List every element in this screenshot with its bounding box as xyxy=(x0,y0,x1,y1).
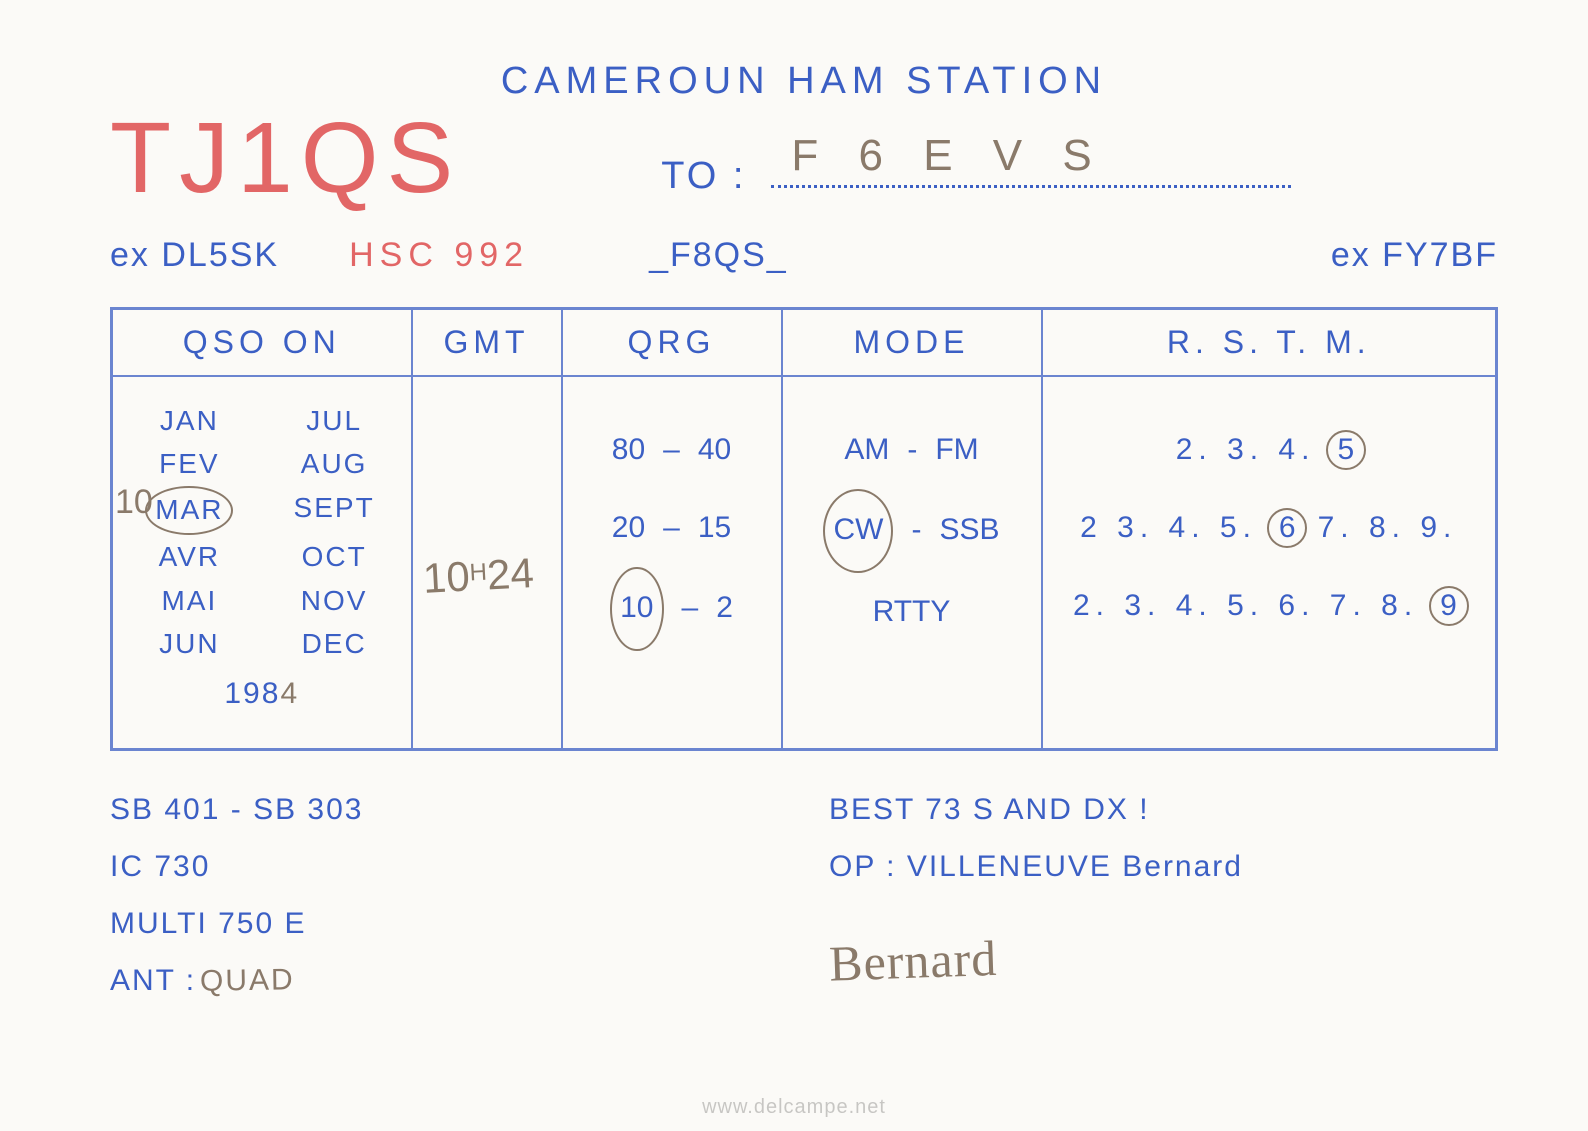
qrg-row: 10–2 xyxy=(579,567,765,651)
month: JAN xyxy=(160,399,219,442)
ant-line: ANT :QUAD xyxy=(110,952,779,1009)
callsign: TJ1QS xyxy=(110,108,461,208)
cell-qso-on: 10 JAN JUL FEV AUG MAR SEPT AVR OCT MAI NOV JUN DEC… xyxy=(112,376,412,749)
month: MAI xyxy=(161,579,217,622)
cell-gmt: 10H24 xyxy=(412,376,562,749)
day-handwritten: 10 xyxy=(115,483,153,522)
month: AUG xyxy=(301,442,368,485)
hsc-number: HSC 992 xyxy=(349,236,529,275)
cell-mode: AM-FMCW-SSBRTTY xyxy=(782,376,1042,749)
watermark: www.delcampe.net xyxy=(702,1096,886,1119)
col-qrg: QRG xyxy=(562,309,782,377)
mode-row: RTTY xyxy=(799,573,1025,651)
month: JUN xyxy=(159,622,219,665)
month: FEV xyxy=(159,442,219,485)
months-grid: JAN JUL FEV AUG MAR SEPT AVR OCT MAI NOV JUN DEC xyxy=(129,399,395,665)
cell-rstm: 2. 3. 4. 52 3. 4. 5. 6 7. 8. 9. 2. 3. 4.… xyxy=(1042,376,1497,749)
month: DEC xyxy=(302,622,367,665)
col-mode: MODE xyxy=(782,309,1042,377)
bottom-block: SB 401 - SB 303 IC 730 MULTI 750 E ANT :… xyxy=(110,781,1498,1009)
callsign-row: TJ1QS TO : F 6 E V S xyxy=(110,108,1498,208)
best73: BEST 73 S AND DX ! xyxy=(829,781,1498,838)
col-qso-on: QSO ON xyxy=(112,309,412,377)
equip-line: MULTI 750 E xyxy=(110,895,779,952)
rstm-row: 2. 3. 4. 5. 6. 7. 8. 9 xyxy=(1059,567,1480,645)
col-rstm: R. S. T. M. xyxy=(1042,309,1497,377)
ex-fy7bf: ex FY7BF xyxy=(1331,236,1498,275)
qrg-row: 20–15 xyxy=(579,489,765,567)
month: NOV xyxy=(301,579,368,622)
rstm-row: 2 3. 4. 5. 6 7. 8. 9. xyxy=(1059,489,1480,567)
ex-callsigns-row: ex DL5SK HSC 992 _F8QS_ ex FY7BF xyxy=(110,236,1498,275)
to-block: TO : F 6 E V S xyxy=(661,146,1291,198)
year-written: 4 xyxy=(280,677,299,710)
equip-line: IC 730 xyxy=(110,838,779,895)
operator-line: OP : VILLENEUVE Bernard xyxy=(829,838,1498,895)
qrg-row: 80–40 xyxy=(579,411,765,489)
to-label: TO : xyxy=(661,155,746,198)
year: 1984 xyxy=(129,671,395,718)
station-title: CAMEROUN HAM STATION xyxy=(110,60,1498,103)
qso-table: QSO ON GMT QRG MODE R. S. T. M. 10 JAN JU… xyxy=(110,307,1498,751)
equipment-list: SB 401 - SB 303 IC 730 MULTI 750 E ANT :… xyxy=(110,781,779,1009)
equip-line: SB 401 - SB 303 xyxy=(110,781,779,838)
ant-value: QUAD xyxy=(200,951,296,1010)
ex-dl5sk: ex DL5SK xyxy=(110,236,279,275)
mode-row: AM-FM xyxy=(799,411,1025,489)
to-field: F 6 E V S xyxy=(771,146,1291,188)
year-prefix: 198 xyxy=(224,677,280,710)
gmt-handwritten: 10H24 xyxy=(421,549,534,603)
col-gmt: GMT xyxy=(412,309,562,377)
month: MAR xyxy=(145,486,233,535)
f8qs: _F8QS_ xyxy=(649,236,788,275)
month: OCT xyxy=(302,535,367,578)
to-value: F 6 E V S xyxy=(791,131,1105,181)
greeting-block: BEST 73 S AND DX ! OP : VILLENEUVE Berna… xyxy=(829,781,1498,1009)
month: JUL xyxy=(306,399,362,442)
rstm-row: 2. 3. 4. 5 xyxy=(1059,411,1480,489)
mode-row: CW-SSB xyxy=(799,489,1025,573)
month: AVR xyxy=(159,535,221,578)
cell-qrg: 80–4020–1510–2 xyxy=(562,376,782,749)
signature: Bernard xyxy=(828,893,1500,1011)
month: SEPT xyxy=(294,486,375,535)
